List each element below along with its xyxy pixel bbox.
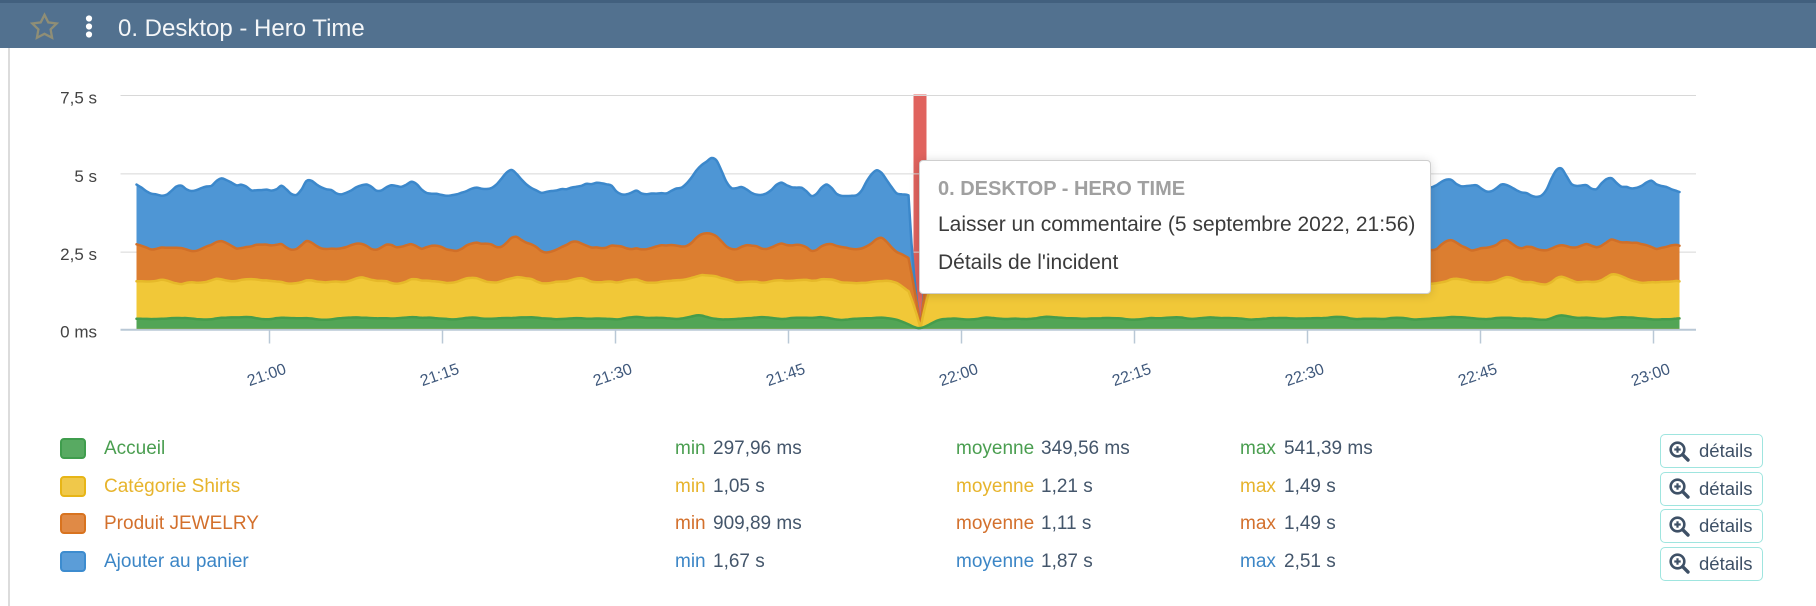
svg-text:22:30: 22:30	[1283, 361, 1326, 390]
svg-text:7,5 s: 7,5 s	[60, 89, 97, 108]
svg-text:23:00: 23:00	[1629, 361, 1672, 390]
svg-text:21:15: 21:15	[418, 361, 461, 390]
svg-text:21:45: 21:45	[764, 361, 807, 390]
svg-text:21:30: 21:30	[591, 361, 634, 390]
svg-text:22:15: 22:15	[1110, 361, 1153, 390]
svg-text:22:00: 22:00	[937, 361, 980, 390]
svg-text:2,5 s: 2,5 s	[60, 245, 97, 264]
svg-text:0 ms: 0 ms	[60, 323, 97, 342]
svg-text:5 s: 5 s	[74, 167, 97, 186]
svg-text:22:45: 22:45	[1456, 361, 1499, 390]
svg-text:21:00: 21:00	[245, 361, 288, 390]
